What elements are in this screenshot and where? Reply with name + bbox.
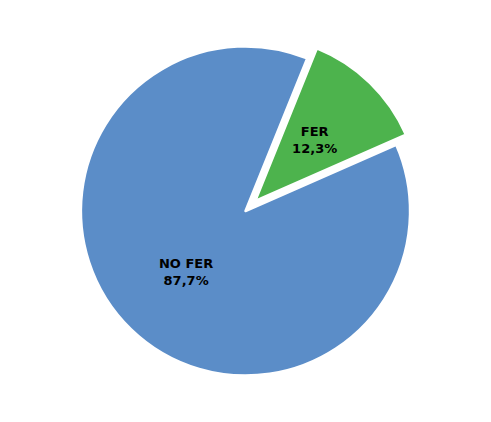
svg-text:87,7%: 87,7% xyxy=(164,273,209,288)
svg-text:12,3%: 12,3% xyxy=(292,141,337,156)
svg-text:NO FER: NO FER xyxy=(159,256,213,271)
svg-text:FER: FER xyxy=(301,124,329,139)
